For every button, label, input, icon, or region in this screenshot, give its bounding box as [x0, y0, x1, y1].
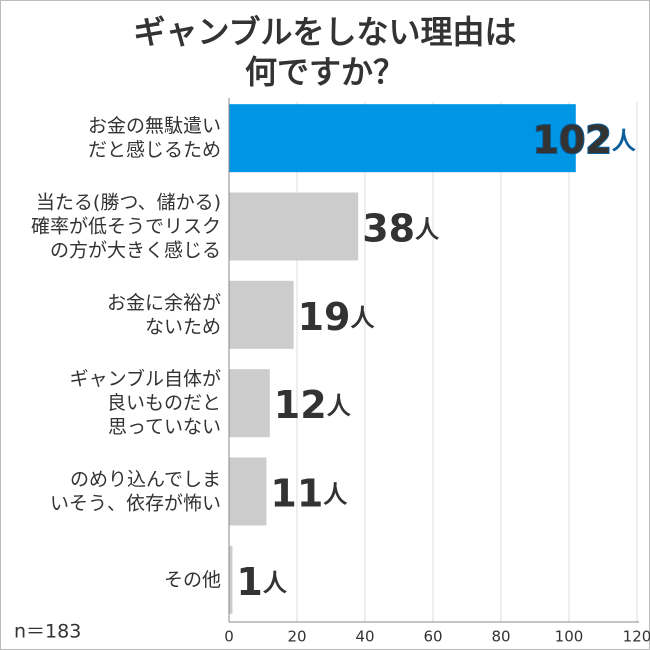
value-label: 12人 [274, 383, 351, 427]
x-tick-label: 120 [623, 628, 650, 646]
bar [229, 192, 359, 261]
x-tick-label: 100 [555, 628, 584, 646]
bar [229, 457, 267, 526]
y-tick-label: 当たる(勝つ、儲かる)確率が低そうでリスクの方が大きく感じる [31, 191, 221, 261]
bar [229, 369, 270, 438]
value-label: 102人 [532, 118, 635, 162]
x-tick-label: 40 [355, 628, 374, 646]
y-tick-label: のめり込んでしまいそう、依存が怖い [50, 468, 221, 514]
sample-size: n＝183 [14, 621, 81, 643]
y-tick-label: その他 [164, 568, 221, 590]
y-tick-label: お金に余裕がないため [107, 291, 221, 337]
value-label: 1人 [236, 559, 286, 603]
bar [229, 104, 576, 173]
value-label: 38人 [362, 206, 439, 250]
chart-title: ギャンブルをしない理由は何ですか？ [133, 13, 516, 91]
x-tick-label: 60 [423, 628, 442, 646]
x-tick-label: 80 [491, 628, 510, 646]
bar [229, 280, 294, 349]
value-label: 11人 [270, 471, 347, 515]
x-tick-label: 20 [287, 628, 306, 646]
y-tick-label: ギャンブル自体が良いものだと思っていない [70, 367, 221, 438]
x-tick-label: 0 [224, 628, 234, 646]
bar [229, 545, 233, 614]
value-label: 19人 [298, 294, 375, 338]
y-tick-label: お金の無駄遣いだと感じるため [88, 115, 221, 161]
